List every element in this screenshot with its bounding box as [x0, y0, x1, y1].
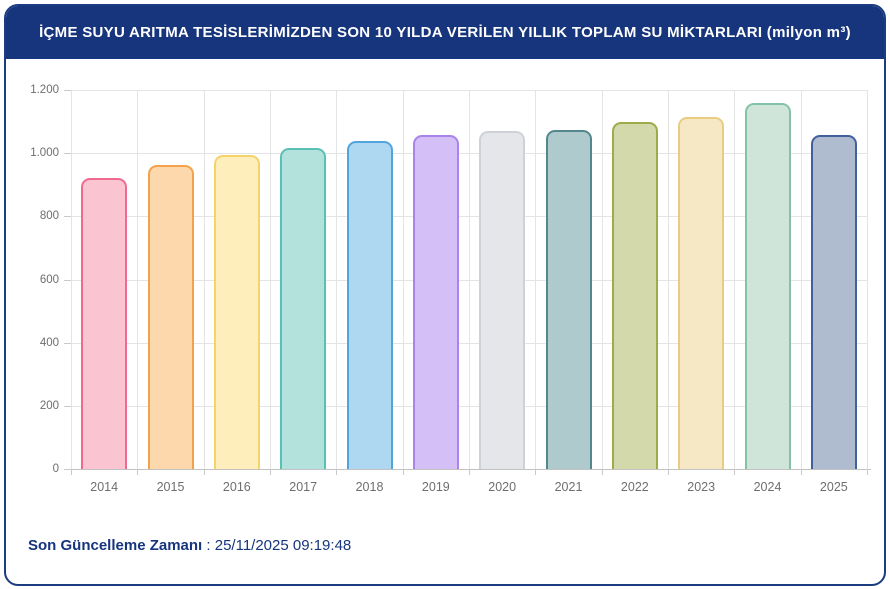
vertical-gridline	[734, 90, 736, 469]
x-axis-label-2023: 2023	[687, 480, 716, 494]
last-update-separator: :	[202, 537, 215, 554]
bar-chart: 1.200 1.000 800 600 400 200 0 2014 2015 2016 2017 2…	[6, 59, 884, 519]
x-axis-tick	[734, 469, 736, 475]
vertical-gridline	[336, 90, 338, 469]
vertical-gridline	[867, 90, 868, 469]
y-axis-tick	[64, 405, 71, 407]
y-axis-tick	[64, 342, 71, 344]
x-axis-line	[64, 469, 871, 470]
x-axis-tick	[668, 469, 669, 475]
vertical-gridline	[203, 90, 205, 469]
x-axis-tick	[469, 469, 470, 475]
y-axis-label-0: 0	[52, 463, 59, 475]
water-supply-report-card: İÇME SUYU ARITMA TESİSLERİMİZDEN SON 10 …	[4, 4, 886, 586]
x-axis-label-2020: 2020	[488, 480, 517, 494]
vertical-gridline	[270, 90, 271, 469]
vertical-gridline	[535, 90, 537, 469]
bar-2025[interactable]	[810, 135, 857, 469]
x-axis-label-2022: 2022	[620, 480, 649, 494]
x-axis-tick	[270, 469, 271, 475]
vertical-gridline	[668, 90, 669, 469]
x-axis-label-2025: 2025	[819, 480, 848, 494]
y-axis-label-800: 800	[39, 210, 59, 223]
y-axis-label-400: 400	[39, 336, 59, 349]
x-axis-label-2018: 2018	[355, 480, 384, 494]
bar-2017[interactable]	[280, 147, 327, 469]
bar-2021[interactable]	[545, 130, 592, 469]
vertical-gridline	[71, 90, 72, 469]
x-axis-label-2016: 2016	[222, 480, 251, 494]
vertical-gridline	[601, 90, 603, 469]
page-title: İÇME SUYU ARITMA TESİSLERİMİZDEN SON 10 …	[39, 24, 851, 41]
bar-2015[interactable]	[147, 165, 194, 469]
vertical-gridline	[469, 90, 470, 469]
bar-2018[interactable]	[346, 141, 393, 469]
y-axis-label-600: 600	[39, 273, 59, 286]
x-axis-tick	[336, 469, 338, 475]
vertical-gridline	[800, 90, 802, 469]
x-axis-tick	[71, 469, 72, 475]
bar-2022[interactable]	[611, 121, 658, 469]
x-axis-label-2019: 2019	[421, 480, 450, 494]
last-update-timestamp: 25/11/2025 09:19:48	[214, 537, 352, 554]
x-axis-tick	[402, 469, 404, 475]
vertical-gridline	[402, 90, 404, 469]
y-axis-tick	[64, 216, 71, 218]
bar-2023[interactable]	[678, 116, 725, 469]
y-axis-tick	[64, 153, 71, 155]
last-update-label: Son Güncelleme Zamanı	[28, 537, 203, 554]
x-axis-tick	[535, 469, 537, 475]
y-axis-tick	[64, 469, 71, 470]
y-axis-label-200: 200	[39, 399, 59, 412]
x-axis-label-2024: 2024	[753, 480, 782, 494]
bar-2014[interactable]	[81, 178, 128, 469]
y-axis-tick	[64, 279, 71, 281]
x-axis-tick	[867, 469, 868, 475]
x-axis-tick	[203, 469, 205, 475]
x-axis-tick	[137, 469, 139, 475]
bar-2019[interactable]	[412, 134, 459, 469]
y-axis-label-1.200: 1.200	[30, 84, 59, 96]
x-axis-label-2021: 2021	[554, 480, 583, 494]
x-axis-tick	[800, 469, 802, 475]
y-axis-tick	[64, 90, 71, 91]
chart-title-bar: İÇME SUYU ARITMA TESİSLERİMİZDEN SON 10 …	[6, 6, 884, 59]
plot-area: 1.200 1.000 800 600 400 200 0 2014 2015 2016 2017 2…	[30, 84, 871, 494]
y-axis-label-1.000: 1.000	[30, 147, 59, 160]
vertical-gridline	[137, 90, 139, 469]
x-axis-tick	[601, 469, 603, 475]
x-axis-label-2015: 2015	[156, 480, 185, 494]
bar-2016[interactable]	[213, 154, 260, 469]
x-axis-label-2017: 2017	[289, 480, 318, 494]
x-axis-label-2014: 2014	[90, 480, 119, 494]
bar-2024[interactable]	[744, 103, 791, 469]
last-update-row: Son Güncelleme Zamanı : 25/11/2025 09:19…	[28, 537, 351, 554]
bar-2020[interactable]	[479, 131, 526, 469]
